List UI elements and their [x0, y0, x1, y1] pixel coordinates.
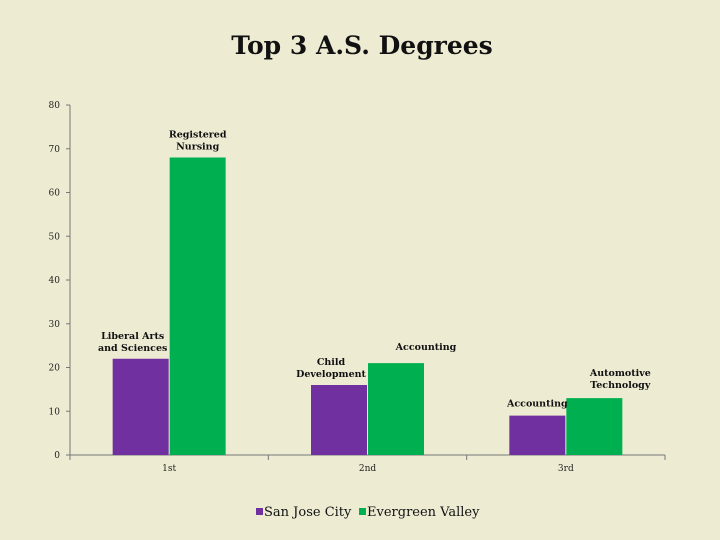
- bar-evergreen-valley-3rd: [566, 398, 623, 455]
- legend: San Jose City Evergreen Valley: [256, 505, 480, 520]
- bar-san-jose-city-3rd: [509, 415, 566, 455]
- x-tick-label: 1st: [162, 464, 176, 474]
- bar-annotation: Accounting: [506, 399, 568, 410]
- x-tick-label: 3rd: [558, 464, 574, 474]
- bar-annotation: Accounting: [395, 342, 457, 353]
- y-tick-label: 40: [49, 276, 61, 286]
- bar-san-jose-city-1st: [112, 358, 169, 455]
- legend-label: Evergreen Valley: [367, 505, 480, 520]
- y-tick-label: 0: [54, 451, 60, 461]
- legend-swatch: [256, 508, 263, 515]
- bar-san-jose-city-2nd: [311, 385, 367, 455]
- y-tick-label: 80: [49, 101, 61, 111]
- y-tick-label: 20: [49, 364, 61, 374]
- bar-annotation: Liberal Arts and Sciences: [98, 331, 167, 354]
- legend-label: San Jose City: [264, 505, 352, 520]
- bar-evergreen-valley-2nd: [368, 363, 424, 455]
- bar-annotation: Automotive Technology: [589, 368, 651, 391]
- y-tick-label: 50: [49, 232, 61, 242]
- x-tick-label: 2nd: [359, 464, 377, 474]
- y-tick-label: 60: [49, 189, 61, 199]
- y-tick-label: 10: [49, 407, 61, 417]
- axes: 0 10 20 30 40 50 60 70 80 1st 2nd 3rd: [49, 101, 666, 474]
- bar-annotation: Child Development: [296, 357, 366, 380]
- bar-annotations: Liberal Arts and Sciences Registered Nursin…: [98, 130, 651, 410]
- bar-evergreen-valley-1st: [169, 157, 226, 455]
- bars: [112, 157, 623, 455]
- y-tick-label: 30: [49, 320, 61, 330]
- bar-annotation: Registered Nursing: [169, 130, 227, 153]
- chart-title: Top 3 A.S. Degrees: [231, 31, 493, 60]
- y-tick-label: 70: [49, 145, 61, 155]
- legend-swatch: [359, 508, 366, 515]
